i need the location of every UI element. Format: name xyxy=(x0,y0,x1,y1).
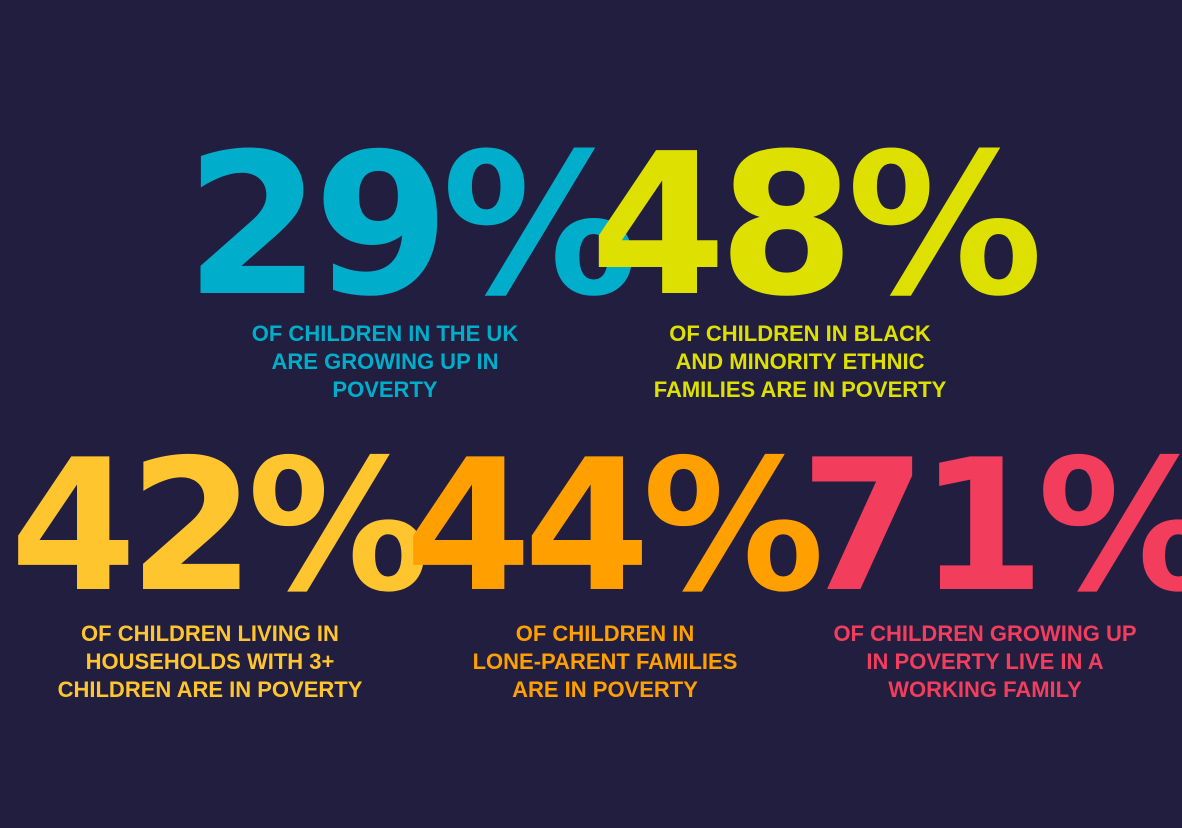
caption-line: OF CHILDREN GROWING UP xyxy=(833,621,1137,646)
stat-value: 42% xyxy=(10,420,430,632)
caption-line: FAMILIES ARE IN POVERTY xyxy=(653,377,947,402)
caption-line: OF CHILDREN IN BLACK xyxy=(669,321,931,346)
caption-line: OF CHILDREN IN xyxy=(515,621,695,646)
caption-line: POVERTY xyxy=(332,377,438,402)
caption-line: LONE-PARENT FAMILIES xyxy=(472,649,738,674)
stat-caption: OF CHILDREN IN THE UK ARE GROWING UP IN … xyxy=(205,320,565,404)
caption-line: AND MINORITY ETHNIC xyxy=(675,349,925,374)
caption-line: ARE IN POVERTY xyxy=(512,677,698,702)
stat-value: 48% xyxy=(590,112,1043,340)
stat-value: 29% xyxy=(185,112,638,340)
stat-caption: OF CHILDREN GROWING UP IN POVERTY LIVE I… xyxy=(790,620,1180,704)
caption-line: OF CHILDREN LIVING IN xyxy=(81,621,339,646)
stat-caption: OF CHILDREN IN LONE-PARENT FAMILIES ARE … xyxy=(405,620,805,704)
stat-value: 71% xyxy=(800,420,1182,632)
caption-line: OF CHILDREN IN THE UK xyxy=(251,321,519,346)
caption-line: WORKING FAMILY xyxy=(888,677,1082,702)
stat-lone-parent: 44% xyxy=(405,420,825,632)
stat-working-family: 71% xyxy=(800,420,1182,632)
stat-value: 44% xyxy=(405,420,825,632)
caption-line: CHILDREN ARE IN POVERTY xyxy=(57,677,363,702)
caption-line: HOUSEHOLDS WITH 3+ xyxy=(85,649,335,674)
stat-large-households: 42% xyxy=(10,420,430,632)
stat-caption: OF CHILDREN LIVING IN HOUSEHOLDS WITH 3+… xyxy=(20,620,400,704)
stat-caption: OF CHILDREN IN BLACK AND MINORITY ETHNIC… xyxy=(600,320,1000,404)
stat-minority-ethnic: 48% xyxy=(590,112,1043,340)
stat-uk-children: 29% xyxy=(185,112,638,340)
caption-line: ARE GROWING UP IN xyxy=(271,349,499,374)
caption-line: IN POVERTY LIVE IN A xyxy=(866,649,1104,674)
